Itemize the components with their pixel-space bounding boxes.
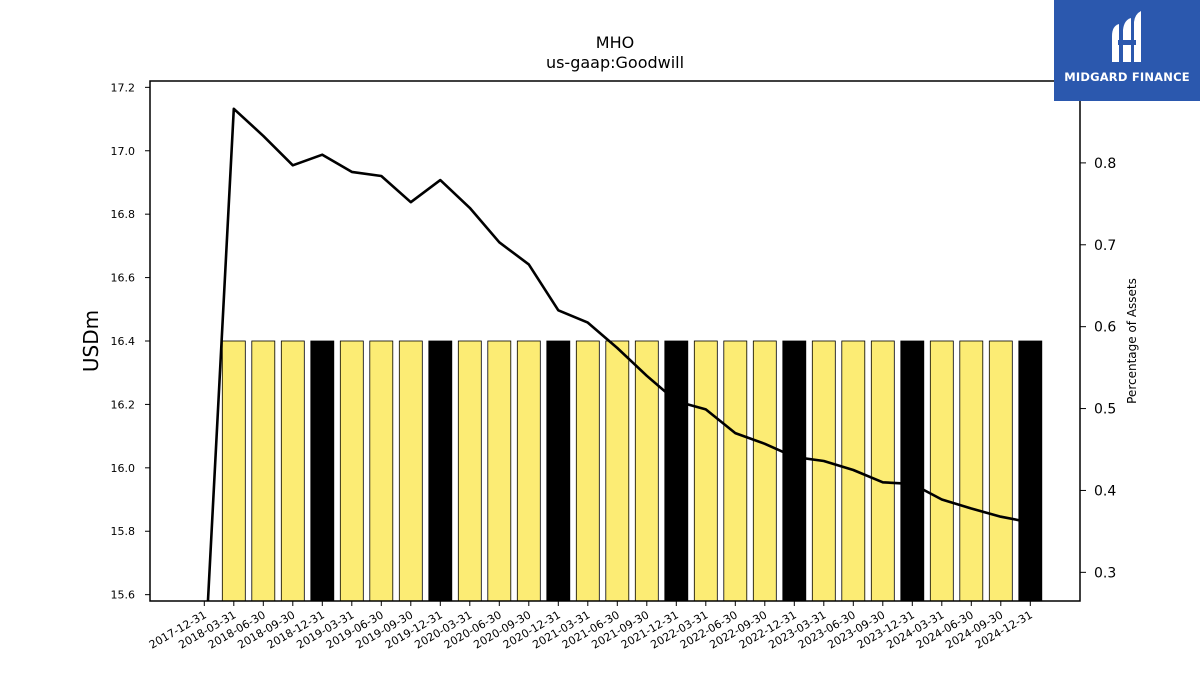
bar-2023-12-31 [900,340,925,602]
bar-2019-06-30 [369,340,394,602]
bar-series [221,340,1043,602]
y-tick-label: 16.8 [111,208,136,221]
bar-2022-12-31 [782,340,807,602]
y2-tick-label: 0.6 [1094,320,1116,336]
percentage-line [206,107,1031,601]
bar-2023-03-31 [811,340,836,602]
bar-2021-03-31 [575,340,600,602]
line-series [206,107,1031,601]
y-tick-label: 16.0 [111,462,136,475]
bar-2024-09-30 [988,340,1013,602]
chart-title: MHO [596,33,634,52]
y2-tick-label: 0.8 [1094,156,1116,172]
y2-tick-label: 0.4 [1094,483,1116,499]
bar-2018-06-30 [251,340,276,602]
y-tick-label: 15.8 [111,525,136,538]
chart-subtitle: us-gaap:Goodwill [546,53,684,72]
y-axis-right: 0.3 0.4 0.5 0.6 0.7 0.8 [1080,156,1116,581]
bar-2019-12-31 [428,340,453,602]
bar-2018-12-31 [310,340,335,602]
bar-2021-06-30 [605,340,630,602]
bar-2019-03-31 [339,340,364,602]
bar-2021-09-30 [634,340,659,602]
bar-2021-12-31 [664,340,689,602]
bar-2023-09-30 [870,340,895,602]
logo-text: MIDGARD FINANCE [1064,70,1190,84]
y2-axis-label: Percentage of Assets [1125,278,1139,404]
y2-tick-label: 0.5 [1094,402,1116,418]
bar-2020-09-30 [516,340,541,602]
bar-2022-03-31 [693,340,718,602]
y2-tick-label: 0.7 [1094,238,1116,254]
y-axis-left: 15.6 15.8 16.0 16.2 16.4 16.6 16.8 17.0 17.2 [111,81,150,602]
bar-2022-09-30 [752,340,777,602]
y-tick-label: 17.2 [111,81,136,94]
bar-2024-12-31 [1018,340,1043,602]
bar-2018-03-31 [221,340,246,602]
bar-2020-03-31 [457,340,482,602]
bar-2020-12-31 [546,340,571,602]
y-axis-label: USDm [79,310,103,372]
y-tick-label: 16.6 [111,272,136,285]
bar-2024-03-31 [929,340,954,602]
y-tick-label: 16.4 [111,335,136,348]
bar-2022-06-30 [723,340,748,602]
y-tick-label: 17.0 [111,145,136,158]
bar-2024-06-30 [959,340,984,602]
y-tick-label: 16.2 [111,398,136,411]
y2-tick-label: 0.3 [1094,565,1116,581]
bar-2020-06-30 [487,340,512,602]
bar-2018-09-30 [280,340,305,602]
y-tick-label: 15.6 [111,589,136,602]
bar-2019-09-30 [398,340,423,602]
x-axis: 2017-12-312018-03-312018-06-302018-09-30… [147,601,1035,652]
brand-logo: MIDGARD FINANCE [1054,0,1200,101]
midgard-logo-icon [1112,11,1141,62]
